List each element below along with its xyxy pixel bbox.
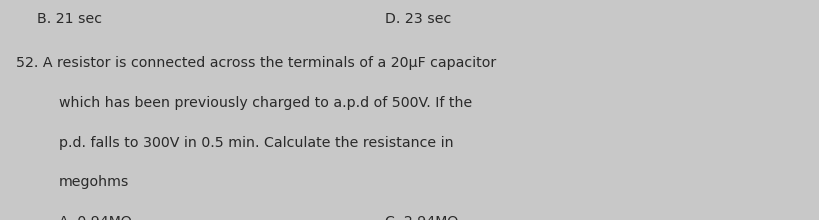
Text: C. 2.94MΩ: C. 2.94MΩ bbox=[385, 215, 458, 220]
Text: 52. A resistor is connected across the terminals of a 20μF capacitor: 52. A resistor is connected across the t… bbox=[16, 56, 495, 70]
Text: B. 21 sec: B. 21 sec bbox=[37, 12, 102, 26]
Text: which has been previously charged to a.p.d of 500V. If the: which has been previously charged to a.p… bbox=[59, 96, 472, 110]
Text: A. 0.94MΩ: A. 0.94MΩ bbox=[59, 215, 132, 220]
Text: p.d. falls to 300V in 0.5 min. Calculate the resistance in: p.d. falls to 300V in 0.5 min. Calculate… bbox=[59, 136, 453, 150]
Text: megohms: megohms bbox=[59, 175, 129, 189]
Text: D. 23 sec: D. 23 sec bbox=[385, 12, 451, 26]
